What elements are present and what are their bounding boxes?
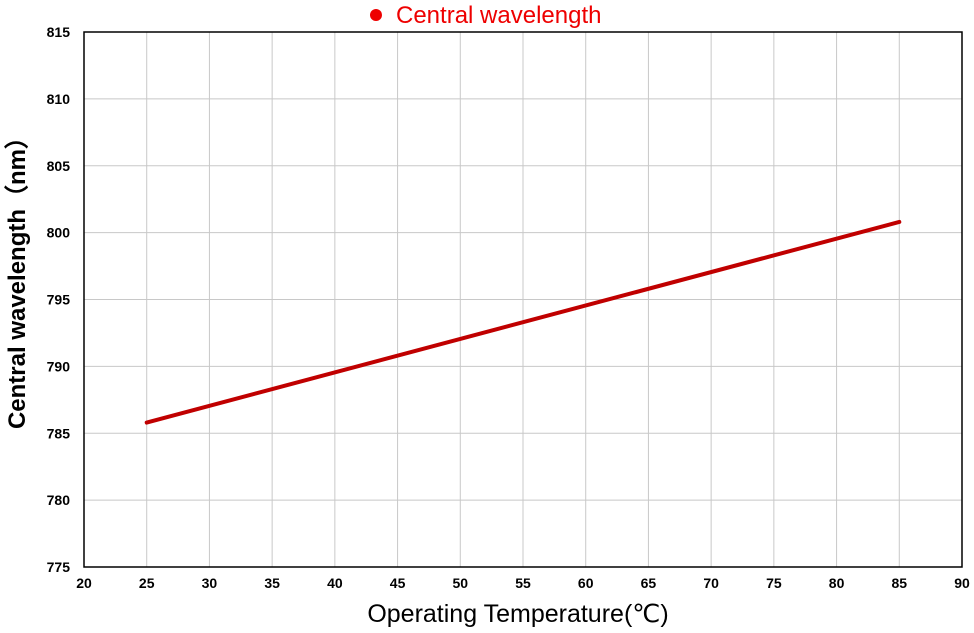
y-tick-label: 790 — [47, 358, 71, 374]
x-tick-label: 80 — [829, 575, 845, 591]
y-tick-label: 795 — [47, 292, 71, 308]
x-tick-label: 55 — [515, 575, 531, 591]
x-tick-label: 90 — [954, 575, 970, 591]
x-tick-label: 65 — [641, 575, 657, 591]
x-tick-label: 70 — [703, 575, 719, 591]
series-line — [144, 219, 902, 425]
y-axis-label: Central wavelength（nm） — [4, 125, 31, 429]
y-tick-label: 810 — [47, 91, 71, 107]
y-tick-label: 780 — [47, 492, 71, 508]
x-tick-label: 40 — [327, 575, 343, 591]
x-tick-label: 50 — [452, 575, 468, 591]
legend: Central wavelength — [370, 2, 601, 29]
x-axis-ticks: 20 25 30 35 40 45 50 55 60 65 70 75 80 85 90 — [76, 575, 970, 591]
y-tick-label: 800 — [47, 225, 71, 241]
x-tick-label: 30 — [202, 575, 218, 591]
series-group — [144, 219, 902, 425]
x-tick-label: 85 — [891, 575, 907, 591]
y-tick-label: 785 — [47, 425, 71, 441]
y-tick-label: 815 — [47, 24, 71, 40]
x-tick-label: 25 — [139, 575, 155, 591]
x-tick-label: 45 — [390, 575, 406, 591]
x-tick-label: 75 — [766, 575, 782, 591]
plot-frame — [83, 31, 963, 568]
x-tick-label: 20 — [76, 575, 92, 591]
y-axis-ticks: 775 780 785 790 795 800 805 810 815 — [47, 24, 71, 575]
grid — [84, 32, 962, 567]
legend-label: Central wavelength — [396, 2, 601, 29]
x-tick-label: 35 — [264, 575, 280, 591]
y-tick-label: 805 — [47, 158, 71, 174]
x-tick-label: 60 — [578, 575, 594, 591]
y-tick-label: 775 — [47, 559, 71, 575]
x-axis-label: Operating Temperature(℃) — [367, 600, 668, 628]
legend-marker — [370, 9, 382, 21]
